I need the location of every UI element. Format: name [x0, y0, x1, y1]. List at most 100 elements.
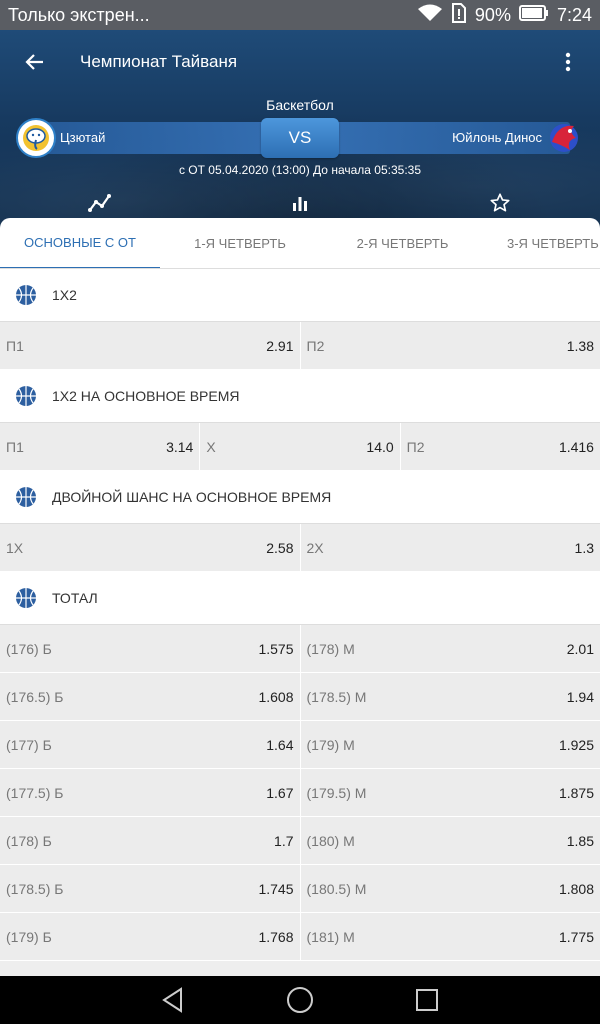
odd-value: 1.925 [558, 736, 594, 753]
odd-value: 3.14 [166, 438, 194, 455]
odds-row: (176.5) Б 1.608 (178.5) М 1.94 [0, 673, 600, 721]
odds-row: (177) Б 1.64 (179) М 1.925 [0, 721, 600, 769]
odd-value: 1.775 [558, 928, 594, 945]
odd-value: 1.94 [566, 688, 594, 705]
odd-label: (179) Б [6, 928, 52, 945]
odd-label: (181) М [306, 928, 355, 945]
team-away-name: Юйлонь Динос [452, 130, 542, 145]
favorite-button[interactable] [485, 188, 515, 218]
team-home-logo [16, 118, 56, 158]
odd-cell[interactable]: П1 3.14 [0, 423, 201, 470]
statistics-trend-button[interactable] [85, 188, 115, 218]
odd-label: П2 [406, 438, 425, 455]
bar-chart-icon [293, 197, 307, 211]
market-header[interactable]: ДВОЙНОЙ ШАНС НА ОСНОВНОЕ ВРЕМЯ [0, 471, 600, 524]
back-button[interactable] [0, 30, 70, 94]
arrow-left-icon [25, 54, 43, 70]
market-header[interactable]: 1Х2 [0, 269, 600, 322]
odd-value: 14.0 [366, 438, 394, 455]
tab-main-with-ot[interactable]: ОСНОВНЫЕ С ОТ [0, 218, 160, 268]
odd-cell[interactable]: (177) Б 1.64 [0, 721, 301, 768]
nav-home-button[interactable] [280, 980, 320, 1020]
odd-label: (179.5) М [306, 784, 367, 801]
odd-label: Х [206, 438, 216, 455]
odd-label: (178.5) Б [6, 880, 64, 897]
status-bar: Только экстрен... 90% 7:24 [0, 0, 600, 30]
odd-cell[interactable]: (180) М 1.85 [301, 817, 600, 864]
odds-row: (177.5) Б 1.67 (179.5) М 1.875 [0, 769, 600, 817]
nav-back-button[interactable] [153, 980, 193, 1020]
basketball-icon [16, 487, 36, 507]
odd-cell[interactable]: (177.5) Б 1.67 [0, 769, 301, 816]
odds-row: (176) Б 1.575 (178) М 2.01 [0, 625, 600, 673]
odd-cell[interactable]: (178) Б 1.7 [0, 817, 301, 864]
battery-percent: 90% [474, 4, 511, 25]
odd-cell[interactable]: (181) М 1.775 [301, 913, 600, 960]
odd-value: 1.7 [274, 832, 294, 849]
odd-value: 1.64 [266, 736, 294, 753]
team-away-logo [544, 118, 584, 158]
market-title: 1Х2 НА ОСНОВНОЕ ВРЕМЯ [52, 388, 240, 404]
odd-cell[interactable]: (178.5) М 1.94 [301, 673, 600, 720]
odd-value: 1.768 [258, 928, 294, 945]
market-header[interactable]: 1Х2 НА ОСНОВНОЕ ВРЕМЯ [0, 370, 600, 423]
odd-value: 2.01 [566, 640, 594, 657]
circle-home-icon [286, 987, 313, 1013]
odd-cell[interactable]: 1Х 2.58 [0, 524, 301, 571]
odd-cell[interactable]: (179.5) М 1.875 [301, 769, 600, 816]
odd-value: 2.91 [266, 337, 294, 354]
tab-quarter-1[interactable]: 1-Я ЧЕТВЕРТЬ [194, 236, 286, 251]
dinosaur-logo-icon [550, 124, 578, 152]
odd-label: (180.5) М [306, 880, 367, 897]
odd-cell[interactable]: П2 1.38 [301, 322, 600, 369]
odd-cell[interactable]: (176.5) Б 1.608 [0, 673, 301, 720]
star-icon [490, 193, 510, 212]
sim-alert-icon [451, 2, 467, 28]
odd-value: 1.38 [566, 337, 594, 354]
odd-cell[interactable]: Х 14.0 [200, 423, 401, 470]
basketball-icon [16, 285, 36, 305]
odd-label: П1 [6, 337, 24, 354]
clock: 7:24 [556, 4, 592, 25]
odd-cell[interactable]: (179) Б 1.768 [0, 913, 301, 960]
odd-label: (176) Б [6, 640, 52, 657]
market-header[interactable]: ТОТАЛ [0, 572, 600, 625]
odd-value: 1.745 [258, 880, 294, 897]
battery-icon [518, 4, 549, 26]
team-home-name: Цзютай [60, 130, 106, 145]
odd-value: 1.3 [574, 539, 594, 556]
market-tabs: ОСНОВНЫЕ С ОТ 1-Я ЧЕТВЕРТЬ 2-Я ЧЕТВЕРТЬ … [0, 218, 600, 269]
odds-row: 1Х 2.58 2Х 1.3 [0, 524, 600, 572]
odd-cell[interactable]: (176) Б 1.575 [0, 625, 301, 672]
tab-quarter-3[interactable]: 3-Я ЧЕТВЕРТЬ [507, 236, 599, 251]
odds-row: (178) Б 1.7 (180) М 1.85 [0, 817, 600, 865]
odd-value: 2.58 [266, 539, 294, 556]
odd-cell[interactable]: (178) М 2.01 [301, 625, 600, 672]
odd-value: 1.808 [558, 880, 594, 897]
odd-value: 1.875 [558, 784, 594, 801]
odds-row: (179) Б 1.768 (181) М 1.775 [0, 913, 600, 961]
triangle-back-icon [162, 987, 183, 1013]
elephant-logo-icon [23, 125, 49, 151]
odd-cell[interactable]: (178.5) Б 1.745 [0, 865, 301, 912]
odd-cell[interactable]: П1 2.91 [0, 322, 301, 369]
nav-recents-button[interactable] [407, 980, 447, 1020]
odd-cell[interactable]: П2 1.416 [401, 423, 600, 470]
odd-label: (178.5) М [306, 688, 367, 705]
odd-cell[interactable]: 2Х 1.3 [301, 524, 600, 571]
odd-label: (178) М [306, 640, 355, 657]
match-start-info: с ОТ 05.04.2020 (13:00) До начала 05:35:… [178, 163, 422, 177]
match-header: Чемпионат Тайваня Баскетбол Цзютай VS Юй… [0, 30, 600, 228]
bar-stats-button[interactable] [285, 188, 315, 218]
odd-cell[interactable]: (180.5) М 1.808 [301, 865, 600, 912]
tab-quarter-2[interactable]: 2-Я ЧЕТВЕРТЬ [356, 236, 449, 251]
page-title: Чемпионат Тайваня [80, 52, 238, 71]
more-vert-icon [565, 52, 571, 72]
odds-row: П1 3.14 Х 14.0 П2 1.416 [0, 423, 600, 471]
markets-list: 1Х2 П1 2.91 П2 1.38 1Х2 НА ОСНОВНОЕ ВРЕМЯ … [0, 269, 600, 976]
odd-value: 1.416 [558, 438, 594, 455]
overflow-menu-button[interactable] [536, 30, 600, 94]
odd-cell[interactable]: (179) М 1.925 [301, 721, 600, 768]
notification-text: Только экстрен... [8, 4, 150, 25]
system-nav-bar [0, 976, 600, 1024]
